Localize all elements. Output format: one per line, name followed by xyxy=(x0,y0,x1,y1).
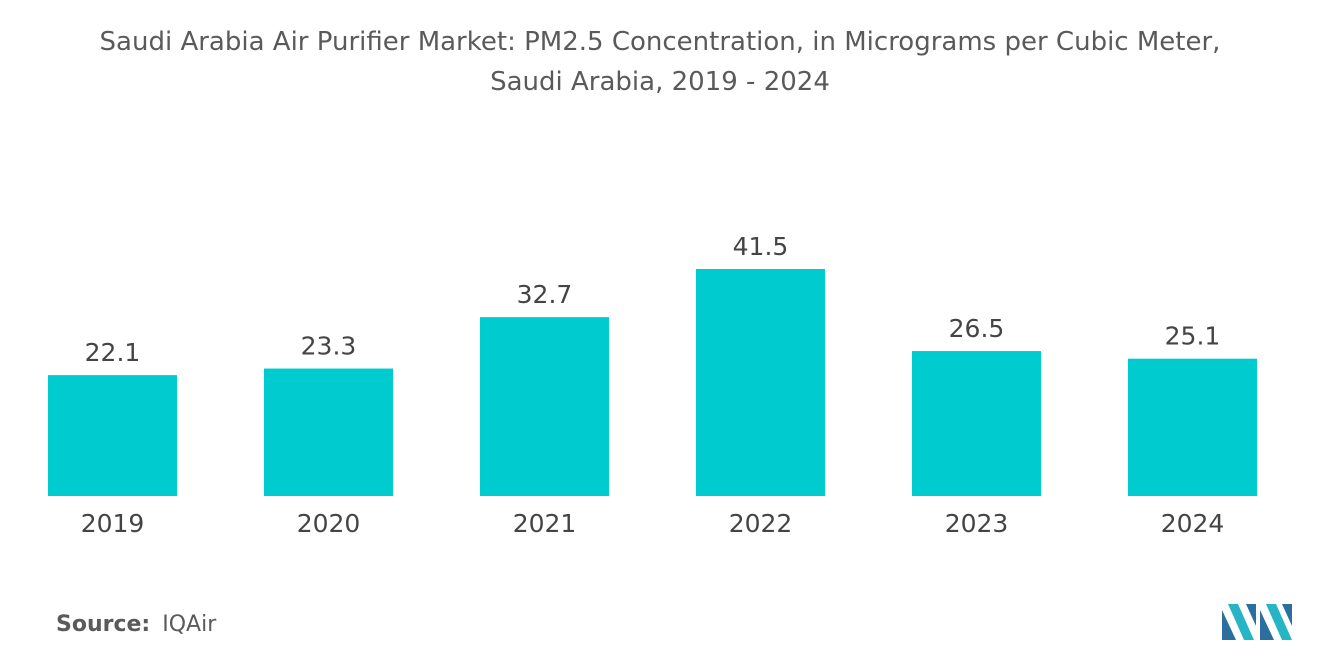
value-label-2020: 23.3 xyxy=(301,332,357,361)
bar-2022 xyxy=(696,269,825,496)
category-label-2023: 2023 xyxy=(945,509,1009,538)
category-label-2024: 2024 xyxy=(1161,509,1225,538)
chart-title: Saudi Arabia Air Purifier Market: PM2.5 … xyxy=(0,22,1320,102)
source-note: Source: IQAir xyxy=(56,612,216,637)
value-label-2022: 41.5 xyxy=(733,232,789,261)
bar-2023 xyxy=(912,351,1041,496)
chart-title-line-1: Saudi Arabia Air Purifier Market: PM2.5 … xyxy=(99,27,1221,57)
source-label: Source: xyxy=(56,612,151,637)
source-value: IQAir xyxy=(162,612,217,637)
bar-2019 xyxy=(48,375,177,496)
bar-2020 xyxy=(264,368,393,496)
bar-chart: 22.1 2019 23.3 2020 32.7 2021 41.5 2022 26.5 2023… xyxy=(48,232,1257,538)
bar-2021 xyxy=(480,317,609,496)
bar-2024 xyxy=(1128,358,1257,496)
value-label-2021: 32.7 xyxy=(517,280,573,309)
category-label-2019: 2019 xyxy=(81,509,145,538)
chart-title-line-2: Saudi Arabia, 2019 - 2024 xyxy=(490,67,830,97)
value-label-2019: 22.1 xyxy=(85,338,141,367)
category-label-2022: 2022 xyxy=(729,509,793,538)
category-label-2020: 2020 xyxy=(297,509,361,538)
mordor-logo-icon xyxy=(1222,604,1292,640)
value-label-2024: 25.1 xyxy=(1165,322,1221,351)
value-label-2023: 26.5 xyxy=(949,314,1005,343)
category-label-2021: 2021 xyxy=(513,509,577,538)
